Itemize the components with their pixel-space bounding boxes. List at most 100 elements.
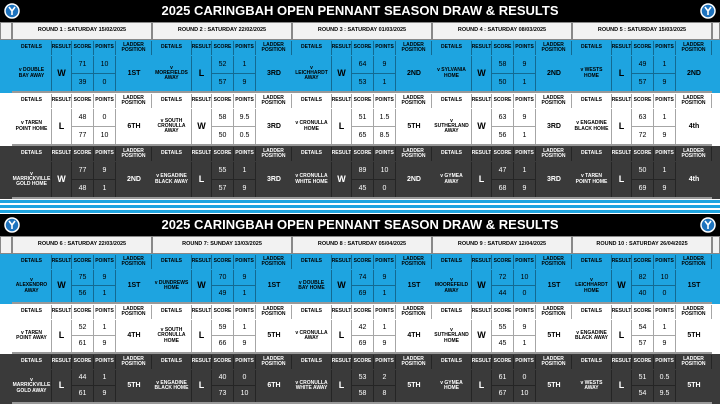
score: 82 — [632, 270, 654, 286]
match-result: W — [52, 270, 72, 302]
ladder-position: 4th — [676, 162, 712, 197]
points: 1 — [374, 73, 396, 91]
column-header: DETAILS — [12, 255, 52, 269]
round-header: ROUND 4 : SATURDAY 08/03/2025 — [432, 22, 572, 40]
column-header: RESULT — [192, 94, 212, 108]
column-header: DETAILS — [292, 355, 332, 369]
score: 51 — [352, 109, 374, 127]
column-header: SCORE — [212, 255, 234, 269]
column-header: SCORE — [352, 94, 374, 108]
score: 61 — [72, 336, 94, 352]
match-result: L — [52, 320, 72, 352]
column-header: DETAILS — [152, 355, 192, 369]
points: 1 — [94, 320, 116, 336]
ladder-position: 4TH — [396, 320, 432, 352]
column-header: DETAILS — [572, 94, 612, 108]
ladder-position: 5TH — [256, 320, 292, 352]
match-result: W — [332, 270, 352, 302]
match-result: L — [472, 370, 492, 402]
column-header: POINTS — [234, 41, 256, 55]
column-header: POINTS — [654, 355, 676, 369]
column-header: POINTS — [234, 255, 256, 269]
column-header: POINTS — [654, 94, 676, 108]
column-header: DETAILS — [292, 94, 332, 108]
column-header: POINTS — [514, 94, 536, 108]
column-header: POINTS — [94, 41, 116, 55]
column-header: DETAILS — [152, 94, 192, 108]
column-header: POINTS — [374, 147, 396, 161]
column-header: POINTS — [234, 147, 256, 161]
ladder-position: 5TH — [116, 370, 152, 402]
column-header: LADDER POSITION — [676, 41, 712, 55]
section-gap — [0, 200, 720, 214]
match-details: v SUTHERLAND HOME — [432, 320, 472, 352]
match-result: L — [612, 109, 632, 144]
points: 0 — [514, 370, 536, 386]
column-header: POINTS — [94, 305, 116, 319]
column-header: LADDER POSITION — [116, 147, 152, 161]
column-header: SCORE — [632, 355, 654, 369]
match-details: v DOUBLE BAY AWAY — [12, 56, 52, 91]
column-header: DETAILS — [292, 255, 332, 269]
column-header: POINTS — [514, 147, 536, 161]
score: 50 — [212, 126, 234, 144]
column-header: RESULT — [192, 255, 212, 269]
match-result: W — [332, 56, 352, 91]
column-header: LADDER POSITION — [116, 305, 152, 319]
round-header: ROUND 9 : SATURDAY 12/04/2025 — [432, 236, 572, 254]
score: 57 — [632, 336, 654, 352]
points: 9 — [654, 126, 676, 144]
match-result: L — [612, 162, 632, 197]
match-result: W — [472, 270, 492, 302]
points: 10 — [654, 270, 676, 286]
points: 9 — [94, 270, 116, 286]
round-header: ROUND 6 : SATURDAY 22/03/2025 — [12, 236, 152, 254]
column-header: LADDER POSITION — [256, 305, 292, 319]
column-header: RESULT — [472, 147, 492, 161]
score: 52 — [212, 56, 234, 74]
column-header: LADDER POSITION — [536, 255, 572, 269]
column-header: RESULT — [472, 41, 492, 55]
stub — [712, 236, 720, 254]
ladder-position: 1ST — [536, 270, 572, 302]
column-header: RESULT — [612, 41, 632, 55]
column-header: RESULT — [472, 305, 492, 319]
column-header: POINTS — [654, 305, 676, 319]
score: 75 — [72, 270, 94, 286]
match-details: v ALEXENDRO AWAY — [12, 270, 52, 302]
score: 47 — [492, 162, 514, 180]
club-logo — [700, 217, 716, 233]
round-header: ROUND 5 : SATURDAY 15/03/2025 — [572, 22, 712, 40]
round-header: ROUND 3 : SATURDAY 01/03/2025 — [292, 22, 432, 40]
column-header: DETAILS — [572, 41, 612, 55]
ladder-position: 5TH — [536, 320, 572, 352]
points: 0 — [514, 286, 536, 302]
column-header: SCORE — [492, 147, 514, 161]
match-details: v MOREFIELDS AWAY — [152, 56, 192, 91]
column-header: DETAILS — [292, 147, 332, 161]
points: 1 — [94, 179, 116, 197]
ladder-position: 2ND — [396, 162, 432, 197]
match-details: v TAREN POINT HOME — [12, 109, 52, 144]
column-header: LADDER POSITION — [676, 355, 712, 369]
column-header: DETAILS — [12, 147, 52, 161]
ladder-position: 2ND — [396, 56, 432, 91]
column-header: POINTS — [374, 94, 396, 108]
ladder-position: 5TH — [536, 370, 572, 402]
points: 1 — [234, 56, 256, 74]
points: 1 — [514, 126, 536, 144]
match-result: L — [192, 162, 212, 197]
score: 67 — [492, 386, 514, 402]
points: 0.5 — [654, 370, 676, 386]
match-details: v WESTS AWAY — [572, 370, 612, 402]
score: 54 — [632, 386, 654, 402]
column-header: LADDER POSITION — [676, 147, 712, 161]
score: 45 — [492, 336, 514, 352]
column-header: POINTS — [514, 355, 536, 369]
score: 72 — [632, 126, 654, 144]
match-details: v ENGADINE BLACK HOME — [572, 109, 612, 144]
round-header: ROUND 1 : SATURDAY 15/02/2025 — [12, 22, 152, 40]
points: 0 — [374, 179, 396, 197]
points: 1 — [654, 56, 676, 74]
ladder-position: 5TH — [676, 320, 712, 352]
